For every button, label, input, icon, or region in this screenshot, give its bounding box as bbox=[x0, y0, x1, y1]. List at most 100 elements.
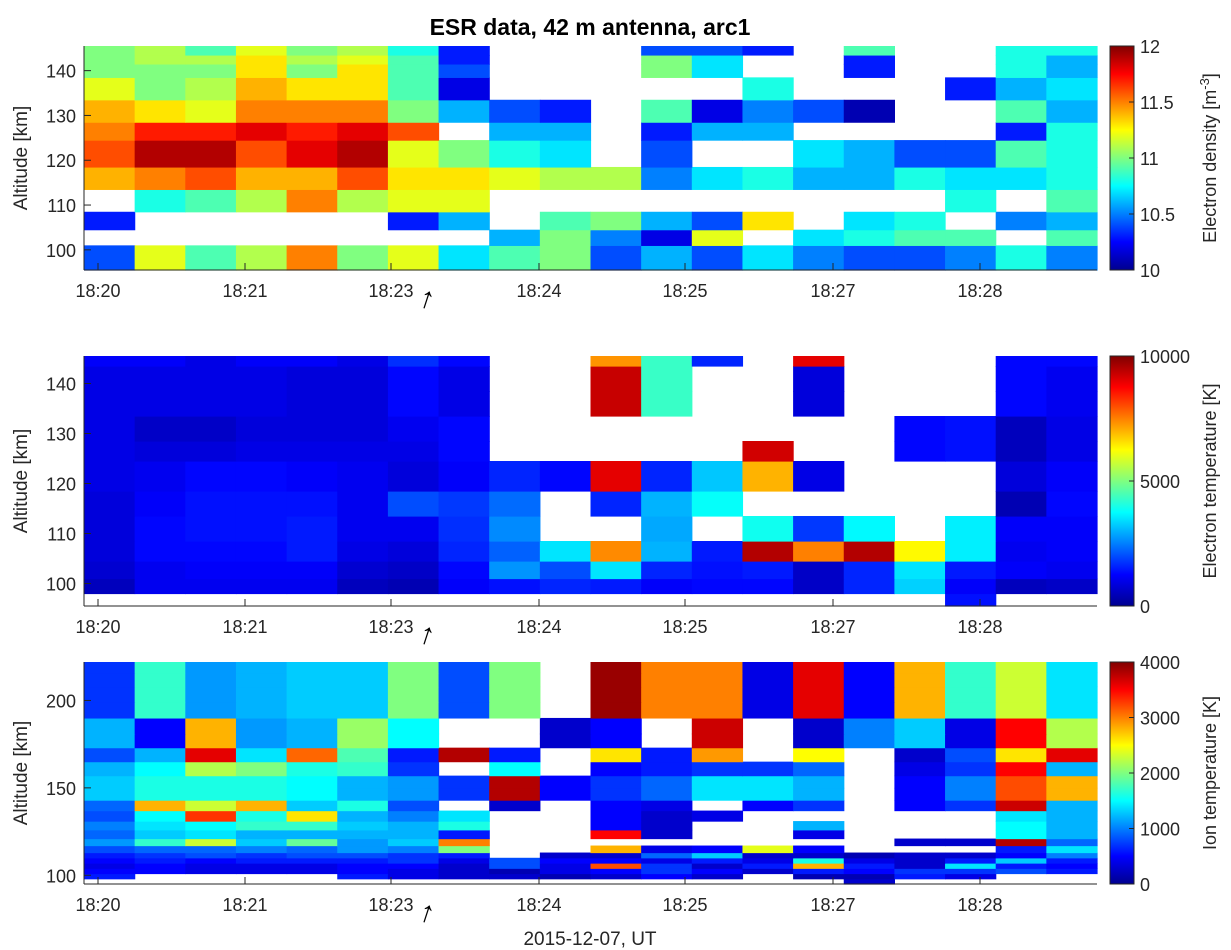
heatmap-cell bbox=[539, 733, 592, 749]
heatmap-cell bbox=[945, 416, 997, 442]
heatmap-cell bbox=[894, 245, 946, 271]
heatmap-cell bbox=[945, 761, 997, 777]
heatmap-cell bbox=[185, 491, 237, 517]
heatmap-cell bbox=[691, 46, 744, 56]
heatmap-cell bbox=[590, 229, 642, 246]
heatmap-cell bbox=[590, 733, 642, 749]
heatmap-cell bbox=[590, 747, 642, 763]
heatmap-cell bbox=[286, 54, 338, 65]
heatmap-cell bbox=[691, 662, 744, 674]
heatmap-cell bbox=[185, 747, 237, 763]
heatmap-cell bbox=[134, 63, 186, 78]
heatmap-cell bbox=[843, 229, 895, 246]
x-tick-label: 18:24 bbox=[516, 617, 561, 637]
heatmap-cell bbox=[134, 702, 186, 719]
heatmap-cell bbox=[438, 662, 490, 674]
heatmap-cell bbox=[387, 561, 440, 580]
heatmap-cell bbox=[641, 845, 693, 854]
heatmap-cell bbox=[1046, 391, 1098, 417]
heatmap-cell bbox=[438, 821, 490, 831]
heatmap-cell bbox=[742, 775, 794, 789]
heatmap-cell bbox=[742, 516, 794, 542]
heatmap-cell bbox=[945, 229, 997, 246]
heatmap-cell bbox=[843, 140, 895, 168]
heatmap-cell bbox=[84, 845, 136, 854]
heatmap-cell bbox=[742, 441, 794, 462]
heatmap-cell bbox=[843, 46, 895, 56]
heatmap-cell bbox=[337, 189, 389, 213]
heatmap-cell bbox=[235, 761, 288, 777]
heatmap-cell bbox=[590, 702, 642, 719]
heatmap-cell bbox=[793, 229, 845, 246]
heatmap-cell bbox=[1046, 787, 1098, 801]
heatmap-cell bbox=[995, 561, 1047, 580]
heatmap-cell bbox=[134, 441, 186, 462]
heatmap-cell bbox=[84, 733, 136, 749]
heatmap-cell bbox=[235, 702, 288, 719]
heatmap-cell bbox=[235, 787, 288, 801]
heatmap-cell bbox=[387, 63, 440, 78]
heatmap-cell bbox=[1046, 717, 1098, 735]
heatmap-cell bbox=[286, 733, 338, 749]
heatmap-cell bbox=[691, 461, 744, 492]
heatmap-cell bbox=[742, 211, 794, 231]
heatmap-cell bbox=[489, 541, 541, 562]
heatmap-cell bbox=[438, 189, 490, 213]
heatmap-cell bbox=[945, 863, 997, 869]
heatmap-cell bbox=[337, 356, 389, 367]
heatmap-cell bbox=[185, 391, 237, 417]
heatmap-cell bbox=[641, 366, 693, 392]
heatmap-cell bbox=[185, 686, 237, 703]
heatmap-cell bbox=[590, 787, 642, 801]
heatmap-cell bbox=[641, 245, 693, 271]
heatmap-cell bbox=[539, 211, 592, 231]
heatmap-cell bbox=[185, 810, 237, 822]
heatmap-cell bbox=[894, 868, 946, 875]
heatmap-cell bbox=[641, 863, 693, 869]
heatmap-cell bbox=[1046, 761, 1098, 777]
heatmap-cell bbox=[691, 810, 744, 822]
heatmap-cell bbox=[438, 441, 490, 462]
heatmap-cell bbox=[438, 829, 490, 840]
heatmap-cell bbox=[134, 356, 186, 367]
heatmap-cell bbox=[1046, 140, 1098, 168]
x-tick-label: 18:23 bbox=[368, 617, 413, 637]
heatmap-cell bbox=[84, 77, 136, 101]
heatmap-cell bbox=[691, 99, 744, 123]
heatmap-cell bbox=[793, 578, 845, 595]
heatmap-cell bbox=[742, 578, 794, 595]
x-tick-label: 18:20 bbox=[75, 617, 120, 637]
heatmap-cell bbox=[337, 829, 389, 840]
heatmap-cell bbox=[185, 857, 237, 864]
heatmap-cell bbox=[84, 461, 136, 492]
heatmap-cell bbox=[286, 821, 338, 831]
heatmap-cell bbox=[742, 845, 794, 854]
heatmap-cell bbox=[185, 541, 237, 562]
heatmap-cell bbox=[438, 46, 490, 56]
colorbar-label: Electron temperature [K] bbox=[1200, 383, 1220, 578]
heatmap-cell bbox=[742, 672, 794, 688]
heatmap-cell bbox=[995, 366, 1047, 392]
heatmap-cell bbox=[742, 868, 794, 875]
heatmap-cell bbox=[134, 852, 186, 859]
heatmap-cell bbox=[590, 868, 642, 875]
heatmap-cell bbox=[742, 245, 794, 271]
heatmap-cell bbox=[489, 686, 541, 703]
heatmap-cell bbox=[793, 775, 845, 789]
heatmap-cell bbox=[337, 391, 389, 417]
heatmap-cell bbox=[1046, 416, 1098, 442]
heatmap-cell bbox=[1046, 77, 1098, 101]
heatmap-cell bbox=[489, 245, 541, 271]
heatmap-cell bbox=[489, 122, 541, 141]
heatmap-cell bbox=[894, 733, 946, 749]
y-tick-label: 130 bbox=[46, 425, 76, 445]
heatmap-cell bbox=[691, 775, 744, 789]
x-tick-label: 18:20 bbox=[75, 281, 120, 301]
heatmap-cell bbox=[1046, 810, 1098, 822]
heatmap-cell bbox=[286, 166, 338, 190]
heatmap-cell bbox=[793, 516, 845, 542]
heatmap-cell bbox=[995, 391, 1047, 417]
heatmap-cell bbox=[641, 761, 693, 777]
heatmap-cell bbox=[995, 122, 1047, 141]
heatmap-cell bbox=[438, 787, 490, 801]
